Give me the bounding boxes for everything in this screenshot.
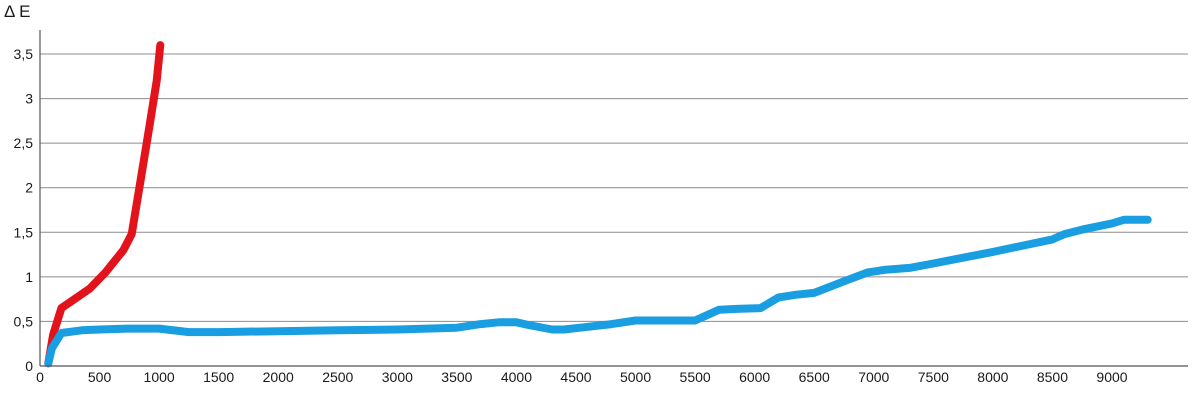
series-line-blue: [44, 215, 1152, 368]
x-tick-label: 500: [88, 369, 112, 385]
series-lines: [44, 41, 1152, 368]
y-tick-label: 1,5: [14, 224, 34, 240]
x-tick-label: 6500: [799, 369, 830, 385]
series-line-red: [44, 41, 165, 368]
x-tick-label: 3500: [441, 369, 472, 385]
x-tick-label: 8000: [977, 369, 1008, 385]
x-tick-label: 2000: [263, 369, 294, 385]
y-tick-label: 0,5: [14, 313, 34, 329]
gridlines: [40, 53, 1188, 322]
x-tick-label: 7000: [858, 369, 889, 385]
y-tick-label: 3,5: [14, 46, 34, 62]
y-tick-label: 2: [25, 180, 33, 196]
x-tick-label: 4000: [501, 369, 532, 385]
axes: [39, 30, 1188, 367]
x-tick-labels: 0 500 1000 1500 2000 2500 3000 3500 4000 4500 5000…: [36, 369, 1128, 385]
y-tick-labels: 0 0,5 1 1,5 2 2,5 3 3,5: [14, 46, 34, 374]
x-tick-label: 5000: [620, 369, 651, 385]
y-tick-label: 0: [25, 358, 33, 374]
x-tick-label: 0: [36, 369, 44, 385]
x-tick-label: 8500: [1037, 369, 1068, 385]
x-tick-label: 2500: [322, 369, 353, 385]
x-tick-label: 6000: [739, 369, 770, 385]
x-tick-label: 3000: [382, 369, 413, 385]
y-axis-label: Δ E: [4, 2, 30, 21]
x-tick-label: 7500: [918, 369, 949, 385]
y-tick-label: 3: [25, 91, 33, 107]
x-tick-label: 9000: [1096, 369, 1127, 385]
x-tick-label: 4500: [560, 369, 591, 385]
x-tick-label: 1500: [203, 369, 234, 385]
x-tick-label: 5500: [680, 369, 711, 385]
x-tick-label: 1000: [144, 369, 175, 385]
y-tick-label: 2,5: [14, 135, 34, 151]
y-tick-label: 1: [25, 269, 33, 285]
